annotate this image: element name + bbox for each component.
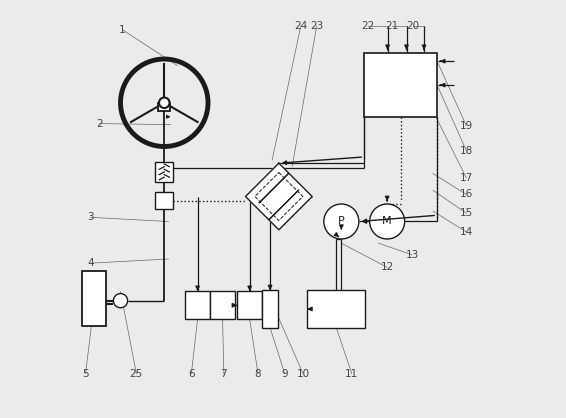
Bar bbox=[155, 192, 173, 209]
Text: 15: 15 bbox=[460, 208, 473, 218]
Text: 23: 23 bbox=[310, 21, 323, 31]
Circle shape bbox=[159, 97, 169, 108]
Bar bbox=[158, 103, 170, 111]
Text: 18: 18 bbox=[460, 146, 473, 155]
Text: 9: 9 bbox=[281, 369, 288, 379]
Text: 4: 4 bbox=[87, 258, 94, 268]
Text: 7: 7 bbox=[221, 369, 227, 379]
Text: 3: 3 bbox=[87, 212, 94, 222]
Text: 2: 2 bbox=[96, 119, 103, 129]
Circle shape bbox=[370, 204, 405, 239]
Text: P: P bbox=[338, 217, 345, 227]
Bar bbox=[307, 290, 366, 328]
Text: 11: 11 bbox=[345, 369, 358, 379]
Polygon shape bbox=[246, 163, 312, 230]
Text: 21: 21 bbox=[385, 21, 399, 31]
Text: 1: 1 bbox=[119, 25, 126, 35]
Text: 24: 24 bbox=[294, 21, 307, 31]
Bar bbox=[185, 291, 210, 319]
Text: 8: 8 bbox=[255, 369, 261, 379]
Text: 22: 22 bbox=[361, 21, 375, 31]
Text: 19: 19 bbox=[460, 121, 473, 131]
Text: 14: 14 bbox=[460, 227, 473, 237]
Text: 20: 20 bbox=[406, 21, 419, 31]
Bar bbox=[237, 291, 262, 319]
Text: 16: 16 bbox=[460, 189, 473, 199]
Text: 10: 10 bbox=[297, 369, 310, 379]
Circle shape bbox=[324, 204, 359, 239]
Text: 17: 17 bbox=[460, 173, 473, 183]
Bar bbox=[262, 290, 278, 328]
Bar bbox=[365, 53, 437, 117]
Bar bbox=[210, 291, 235, 319]
Circle shape bbox=[113, 293, 127, 308]
Text: 25: 25 bbox=[130, 369, 143, 379]
Text: M: M bbox=[383, 217, 392, 227]
Text: 6: 6 bbox=[188, 369, 195, 379]
Bar bbox=[155, 162, 173, 182]
Text: 13: 13 bbox=[405, 250, 419, 260]
Text: 5: 5 bbox=[82, 369, 89, 379]
Bar bbox=[82, 272, 106, 326]
Text: 12: 12 bbox=[380, 263, 394, 272]
